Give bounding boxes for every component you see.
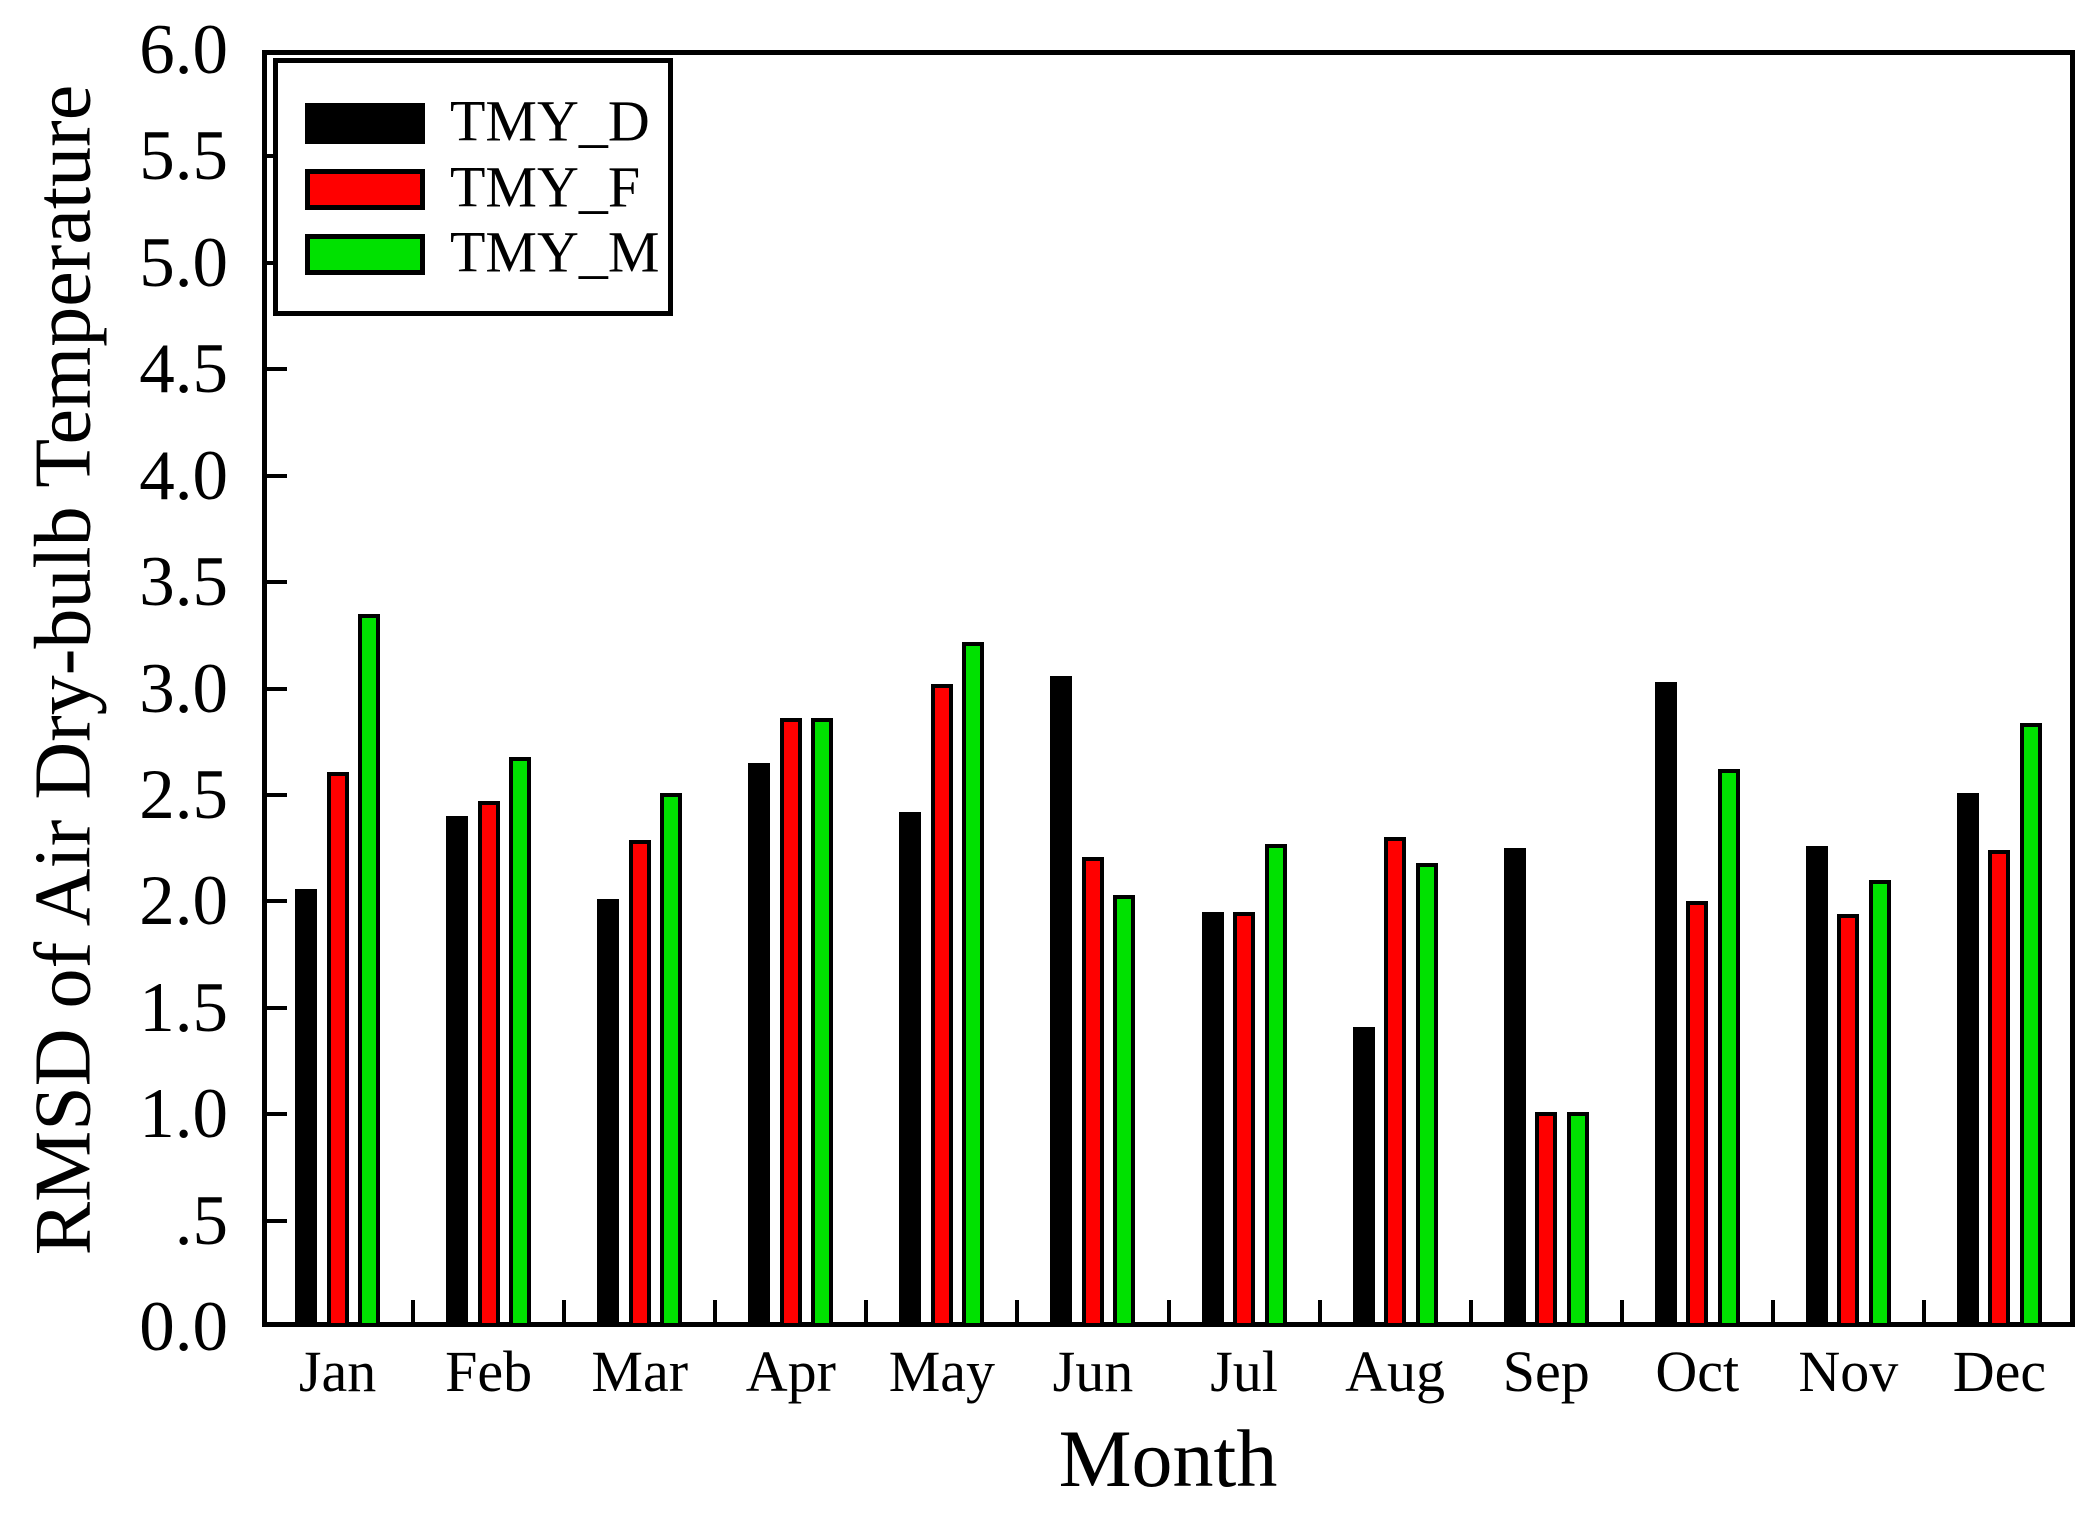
y-axis-tick <box>267 899 287 904</box>
x-tick-label-oct: Oct <box>1655 1339 1740 1404</box>
bar-sep-tmy_m <box>1566 1112 1589 1327</box>
y-tick-label: 6.0 <box>139 11 228 89</box>
bar-jan-tmy_m <box>358 614 381 1327</box>
y-tick-label: 1.0 <box>139 1075 228 1154</box>
x-tick-label-sep: Sep <box>1502 1339 1590 1404</box>
legend-swatch-tmy_f <box>305 169 425 210</box>
bar-may-tmy_d <box>899 811 922 1327</box>
bar-may-tmy_m <box>962 641 985 1327</box>
bar-jun-tmy_f <box>1081 856 1104 1327</box>
bar-sep-tmy_d <box>1503 848 1526 1327</box>
bar-jun-tmy_m <box>1113 894 1136 1327</box>
legend-label-tmy_d: TMY_D <box>450 88 650 154</box>
bar-jan-tmy_f <box>326 771 349 1327</box>
y-tick-label: 1.5 <box>139 968 228 1047</box>
y-axis-tick <box>267 1218 287 1223</box>
y-tick-label: 4.0 <box>139 436 228 515</box>
legend-row-tmy_m: TMY_M <box>278 223 668 281</box>
bar-feb-tmy_m <box>509 756 532 1327</box>
x-axis-tick <box>1015 1300 1020 1322</box>
y-axis-tick <box>267 367 287 372</box>
x-axis-tick <box>1317 1300 1322 1322</box>
y-tick-label: 0.0 <box>139 1288 228 1366</box>
bar-aug-tmy_m <box>1415 863 1438 1327</box>
legend-box: TMY_D TMY_F TMY_M <box>273 58 673 316</box>
x-tick-label-aug: Aug <box>1345 1339 1446 1404</box>
bar-oct-tmy_f <box>1686 901 1709 1327</box>
x-axis-tick <box>411 1300 416 1322</box>
bar-nov-tmy_m <box>1868 880 1891 1327</box>
legend-swatch-tmy_d <box>305 103 425 144</box>
bar-jul-tmy_d <box>1201 911 1224 1327</box>
x-tick-label-jun: Jun <box>1052 1339 1134 1404</box>
x-axis-tick <box>1468 1300 1473 1322</box>
bar-dec-tmy_d <box>1956 792 1979 1327</box>
legend-row-tmy_f: TMY_F <box>278 158 668 216</box>
y-tick-label: 4.5 <box>139 330 228 409</box>
x-axis-tick <box>1166 1300 1171 1322</box>
bar-oct-tmy_d <box>1654 682 1677 1327</box>
x-axis-tick <box>1770 1300 1775 1322</box>
x-tick-label-jan: Jan <box>298 1339 377 1404</box>
bar-mar-tmy_d <box>597 899 620 1327</box>
legend-row-tmy_d: TMY_D <box>278 92 668 150</box>
x-tick-label-may: May <box>888 1339 996 1404</box>
x-tick-label-jul: Jul <box>1210 1339 1278 1404</box>
x-tick-label-dec: Dec <box>1952 1339 2047 1404</box>
bar-feb-tmy_d <box>446 816 469 1327</box>
x-axis-tick <box>1619 1300 1624 1322</box>
bar-dec-tmy_f <box>1988 850 2011 1327</box>
bar-mar-tmy_f <box>628 839 651 1327</box>
x-tick-label-apr: Apr <box>745 1339 836 1404</box>
x-axis-tick <box>864 1300 869 1322</box>
bar-mar-tmy_m <box>660 792 683 1327</box>
bar-jul-tmy_m <box>1264 843 1287 1327</box>
y-tick-label: 3.0 <box>139 649 228 728</box>
x-tick-label-nov: Nov <box>1798 1339 1899 1404</box>
y-tick-label: 2.0 <box>139 862 228 941</box>
y-tick-label: 5.0 <box>139 223 228 302</box>
y-axis-tick <box>267 580 287 585</box>
bar-oct-tmy_m <box>1717 769 1740 1327</box>
x-axis-title: Month <box>1058 1413 1278 1504</box>
y-tick-label: 5.5 <box>139 117 228 196</box>
y-axis-tick <box>267 792 287 797</box>
x-tick-label-feb: Feb <box>445 1339 533 1404</box>
y-axis-tick <box>267 1112 287 1117</box>
legend-label-tmy_m: TMY_M <box>450 219 660 285</box>
x-axis-tick <box>713 1300 718 1322</box>
x-axis-tick <box>562 1300 567 1322</box>
bar-aug-tmy_d <box>1352 1026 1375 1327</box>
y-tick-label: 2.5 <box>139 755 228 834</box>
bar-sep-tmy_f <box>1535 1112 1558 1327</box>
bar-apr-tmy_d <box>748 762 771 1327</box>
bar-may-tmy_f <box>930 684 953 1327</box>
y-axis-title: RMSD of Air Dry-bulb Temperature <box>19 84 108 1256</box>
legend-label-tmy_f: TMY_F <box>450 154 641 220</box>
bar-apr-tmy_f <box>779 718 802 1327</box>
bar-feb-tmy_f <box>477 801 500 1327</box>
bar-jun-tmy_d <box>1050 675 1073 1327</box>
bar-dec-tmy_m <box>2019 722 2042 1327</box>
bar-nov-tmy_d <box>1805 845 1828 1327</box>
y-tick-label: 3.5 <box>139 543 228 622</box>
bar-jul-tmy_f <box>1233 911 1256 1327</box>
legend-swatch-tmy_m <box>305 234 425 275</box>
x-axis-tick <box>1921 1300 1926 1322</box>
x-tick-label-mar: Mar <box>591 1339 689 1404</box>
y-tick-label: .5 <box>174 1181 228 1260</box>
plot-area-border <box>262 50 2075 1327</box>
y-axis-tick <box>267 1005 287 1010</box>
bar-jan-tmy_d <box>295 888 318 1327</box>
bar-apr-tmy_m <box>811 718 834 1327</box>
bar-aug-tmy_f <box>1384 837 1407 1327</box>
y-axis-tick <box>267 686 287 691</box>
y-axis-tick <box>267 473 287 478</box>
bar-nov-tmy_f <box>1837 914 1860 1327</box>
